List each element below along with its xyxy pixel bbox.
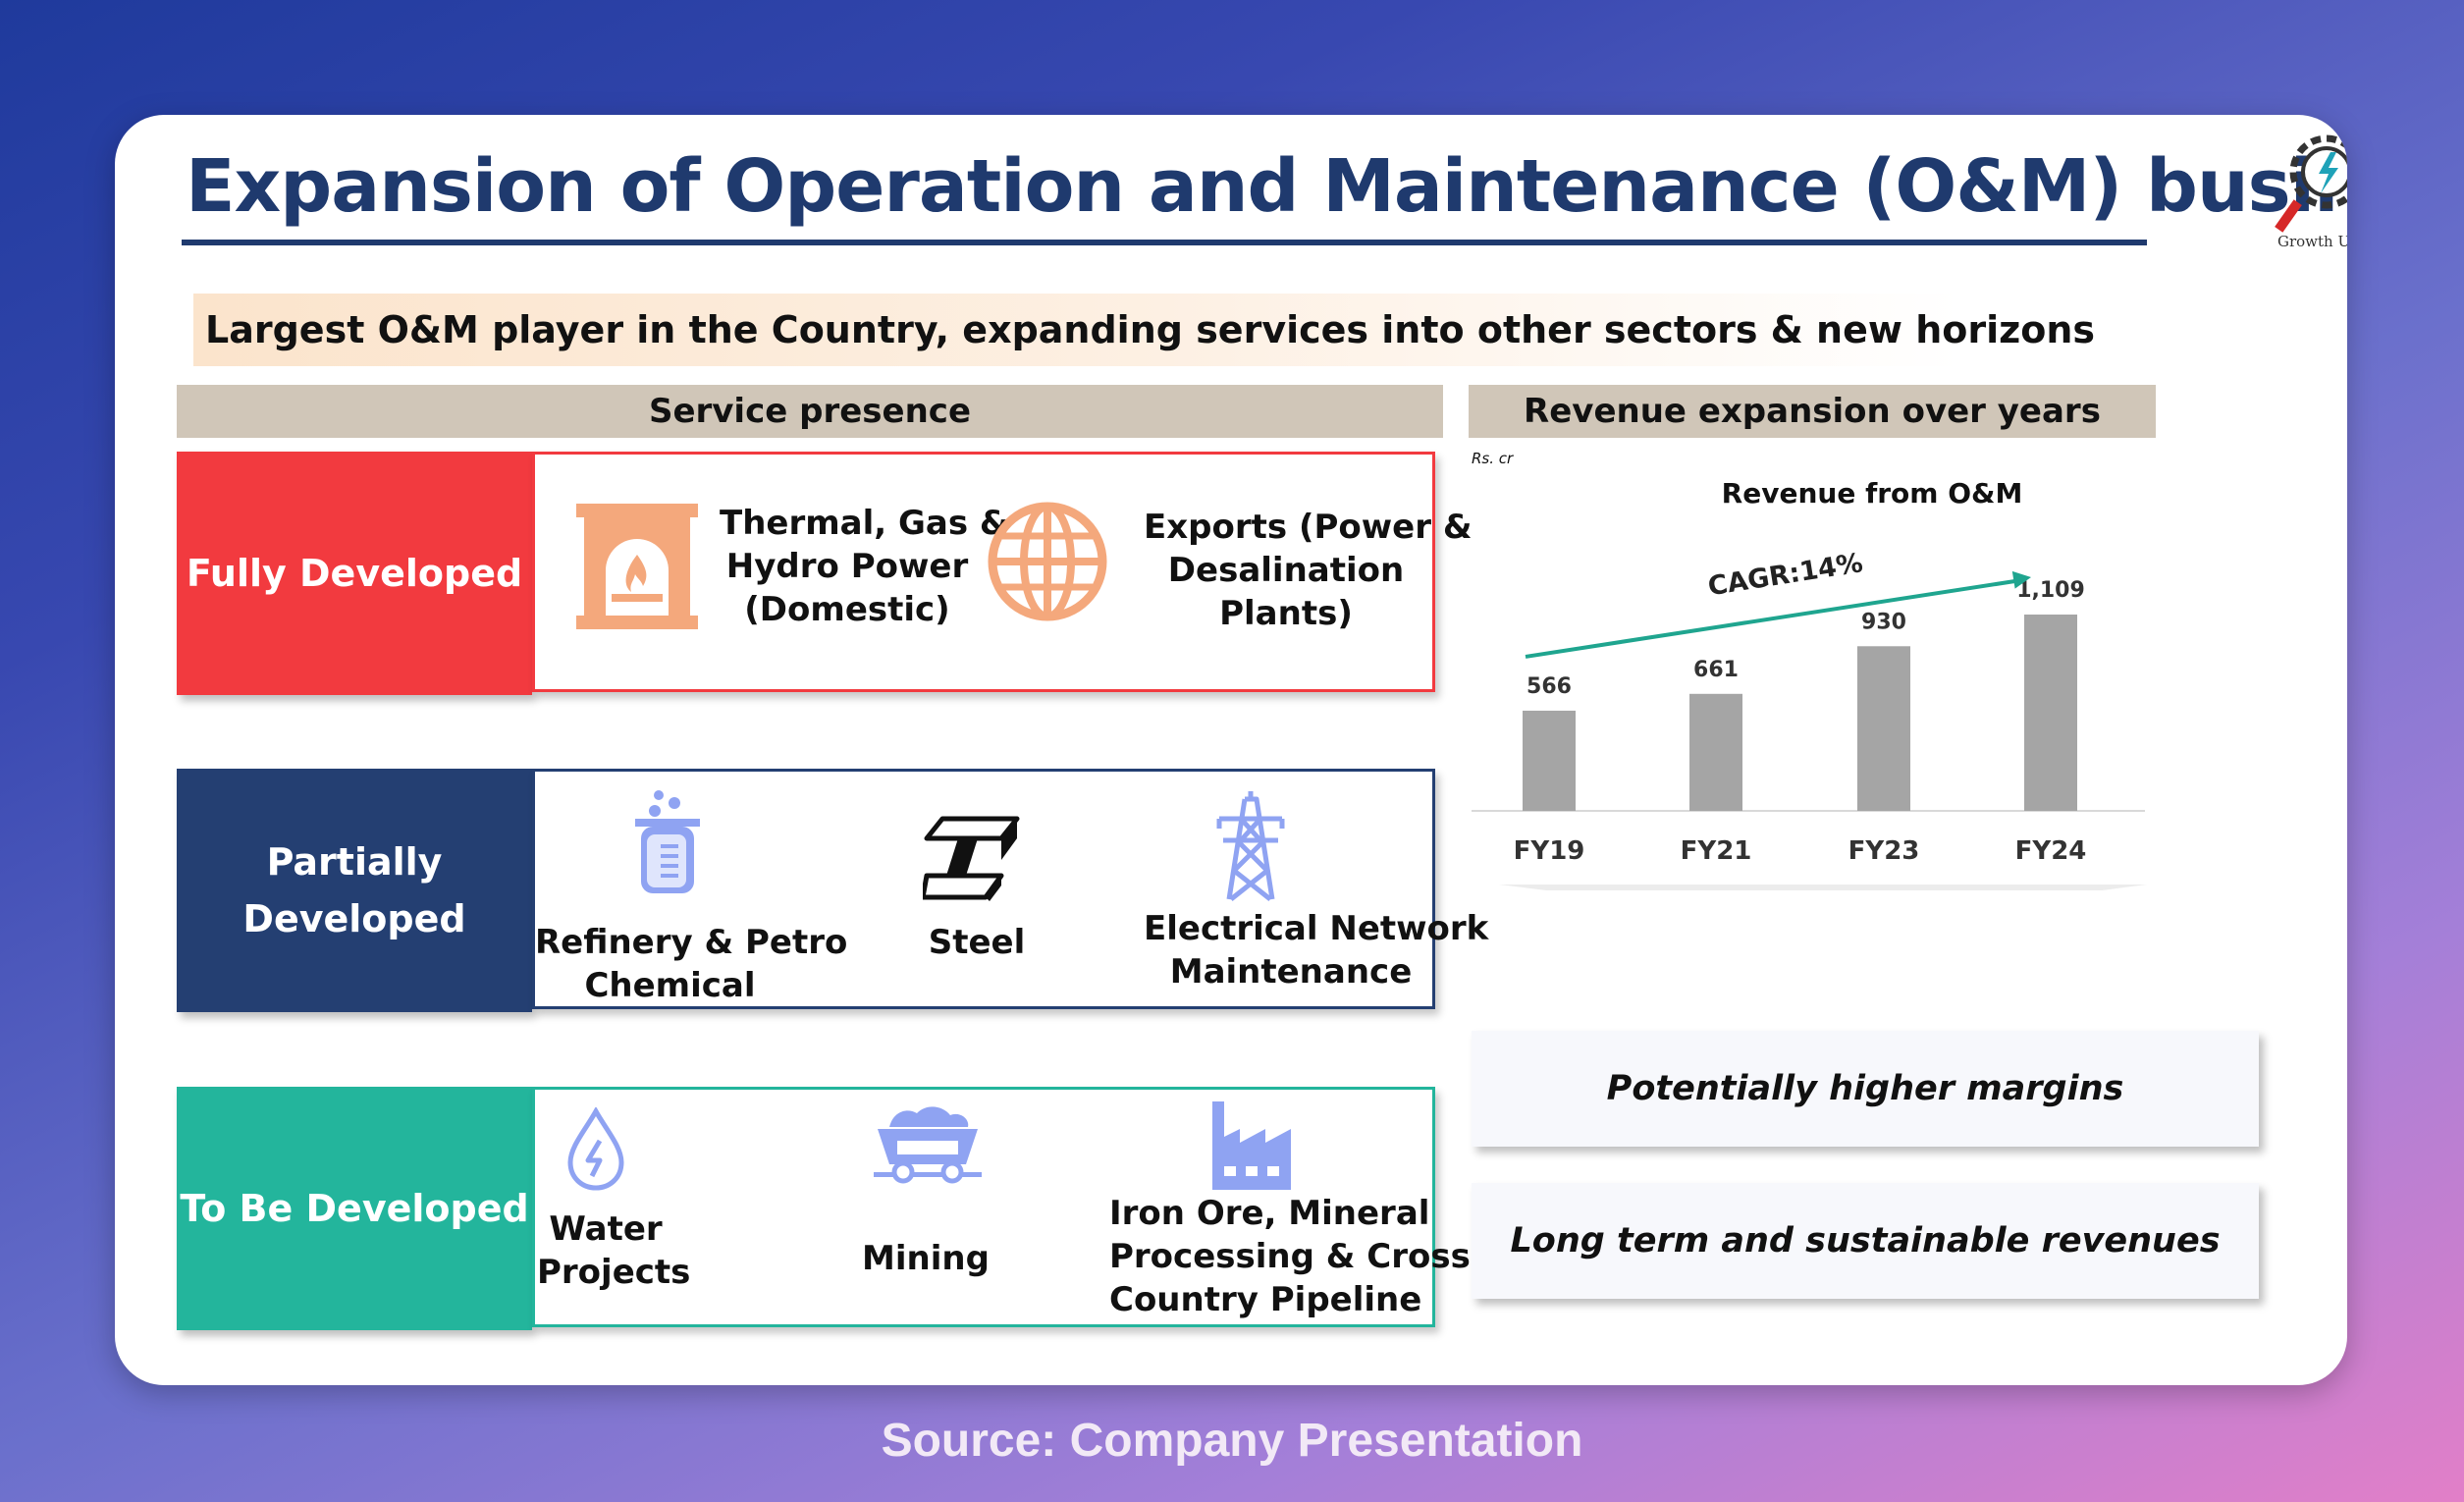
bar-fy21 xyxy=(1689,693,1742,811)
source-caption: Source: Company Presentation xyxy=(881,1415,1583,1467)
chart-unit-label: Rs. cr xyxy=(1472,450,1514,467)
title-underline xyxy=(182,240,2147,245)
item-exports: Exports (Power & Desalination Plants) xyxy=(1144,508,1473,633)
benefit-higher-margins: Potentially higher margins xyxy=(1472,1031,2259,1147)
tagline: Largest O&M player in the Country, expan… xyxy=(193,294,2095,366)
x-tick-label: FY19 xyxy=(1514,836,1585,866)
revenue-bar-chart: Rs. cr Revenue from O&M 566 661 930 1,109 F… xyxy=(1472,450,2147,926)
revenue-header: Revenue expansion over years xyxy=(1469,385,2156,438)
beaker-icon xyxy=(635,790,700,893)
bar-value-label: 661 xyxy=(1693,658,1739,682)
chart-title: Revenue from O&M xyxy=(1722,477,2023,510)
x-tick-label: FY21 xyxy=(1681,836,1752,866)
slide-card: Expansion of Operation and Maintenance (… xyxy=(115,115,2347,1385)
steel-beam-icon xyxy=(923,816,1020,901)
cagr-arrow-line xyxy=(1525,578,2022,659)
item-steel: Steel xyxy=(928,923,1026,962)
mining-cart-icon xyxy=(874,1106,982,1184)
transmission-tower-icon xyxy=(1216,791,1285,901)
slide-title: Expansion of Operation and Maintenance (… xyxy=(186,144,2347,229)
bar-fy24 xyxy=(2024,615,2077,811)
service-presence-header: Service presence xyxy=(177,385,1443,438)
row-label-to-be-developed: To Be Developed xyxy=(177,1087,532,1330)
item-refinery-petrochemical: Refinery & Petro Chemical xyxy=(535,923,848,1005)
row-box-fully-developed: Thermal, Gas & Hydro Power (Domestic) Ex… xyxy=(532,452,1473,692)
down-chevron xyxy=(1499,885,2147,926)
bar-value-label: 566 xyxy=(1527,674,1572,699)
globe-icon xyxy=(988,502,1107,621)
cagr-annotation: CAGR:14% xyxy=(1706,548,1865,602)
fireplace-icon xyxy=(576,504,698,629)
bar-fy19 xyxy=(1523,710,1576,811)
revenue-chart: Rs. cr Revenue from O&M 566 661 930 1,109 F… xyxy=(1460,449,2225,926)
item-mining: Mining xyxy=(862,1239,990,1278)
benefit-sustainable-revenues: Long term and sustainable revenues xyxy=(1472,1183,2259,1299)
row-label-partially-developed: Partially Developed xyxy=(177,769,532,1012)
item-water-projects: Water Projects xyxy=(537,1209,691,1292)
x-tick-label: FY23 xyxy=(1848,836,1920,866)
row-label-fully-developed: Fully Developed xyxy=(177,452,532,695)
row-box-to-be-developed: Water Projects Mining Iron Ore, Mineral … xyxy=(532,1087,1471,1327)
x-tick-label: FY24 xyxy=(2015,836,2087,866)
item-iron-ore-mineral-pipeline: Iron Ore, Mineral Processing & Cross Cou… xyxy=(1109,1194,1471,1319)
bar-value-label: 930 xyxy=(1861,610,1906,634)
bar-fy23 xyxy=(1857,646,1910,811)
company-logo xyxy=(2275,134,2347,233)
cagr-arrow-head xyxy=(2011,570,2031,589)
item-thermal-gas-hydro: Thermal, Gas & Hydro Power (Domestic) xyxy=(720,504,1009,629)
water-drop-icon xyxy=(567,1107,624,1191)
factory-icon xyxy=(1212,1101,1291,1190)
item-electrical-network: Electrical Network Maintenance xyxy=(1144,909,1489,992)
logo-text: Growth Unl xyxy=(2277,233,2347,250)
row-box-partially-developed: Refinery & Petro Chemical Steel xyxy=(532,769,1489,1009)
bar-value-label: 1,109 xyxy=(2016,578,2085,603)
